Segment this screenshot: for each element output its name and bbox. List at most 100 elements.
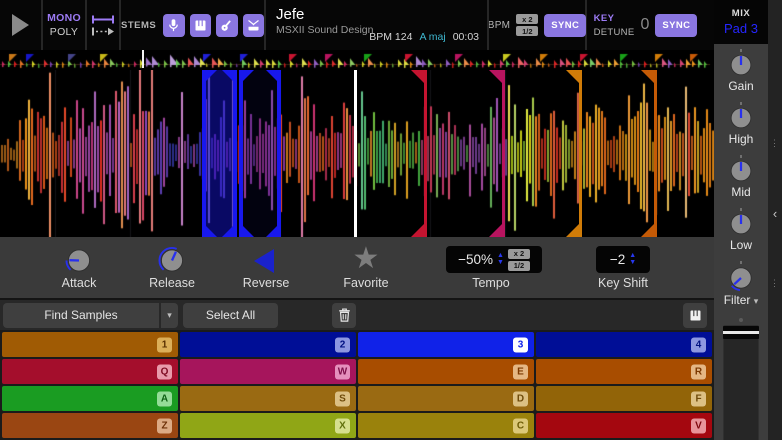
loop-region-filled[interactable] — [202, 70, 237, 237]
loop-range-icon[interactable] — [90, 15, 116, 24]
pad-key-badge: D — [513, 391, 528, 406]
play-icon — [12, 14, 29, 36]
track-key: A maj — [419, 31, 446, 43]
stem-melody-button[interactable] — [189, 13, 212, 37]
pad-w[interactable]: W — [180, 359, 356, 384]
pad-v[interactable]: V — [536, 413, 712, 438]
release-knob[interactable] — [158, 247, 186, 274]
reverse-button[interactable] — [254, 249, 274, 273]
mix-selected-pad: Pad 3 — [724, 21, 758, 36]
find-samples-dropdown[interactable]: ▾ — [161, 302, 178, 328]
pad-r[interactable]: R — [536, 359, 712, 384]
collapse-panel-icon[interactable]: ‹ — [772, 206, 778, 221]
waveform-display[interactable] — [0, 70, 714, 237]
gain-knob[interactable] — [729, 53, 753, 77]
gain-label: Gain — [728, 79, 754, 93]
loop-region-outline[interactable] — [239, 70, 281, 237]
play-button[interactable] — [12, 14, 29, 36]
bpm-half-button[interactable]: 1/2 — [516, 26, 539, 36]
stem-bass-button[interactable] — [216, 13, 238, 37]
piano-icon — [195, 20, 206, 30]
pad-grid: 1 2 3 4 Q W E R A S D F Z X C V — [0, 330, 714, 440]
attack-label: Attack — [61, 276, 97, 290]
low-control: Low — [729, 208, 753, 252]
play-through-icon[interactable] — [90, 27, 116, 36]
pad-c[interactable]: C — [358, 413, 534, 438]
drag-handle-icon[interactable]: ⋮ — [770, 138, 780, 148]
pad-a[interactable]: A — [2, 386, 178, 411]
mix-header: MIX Pad 3 — [714, 0, 768, 44]
high-knob[interactable] — [729, 106, 753, 130]
cue-marker-orange[interactable] — [566, 70, 582, 237]
pad-key-badge: X — [335, 418, 350, 433]
guitar-icon — [221, 19, 231, 31]
favorite-button[interactable]: ★ — [352, 242, 380, 275]
overview-waveform-canvas[interactable] — [0, 50, 714, 70]
waveform-canvas[interactable] — [0, 70, 714, 237]
key-label: KEY — [593, 12, 615, 24]
pad-1[interactable]: 1 — [2, 332, 178, 357]
drums-icon — [247, 19, 259, 30]
key-shift-down-icon[interactable]: ▼ — [629, 259, 637, 266]
stem-vocals-button[interactable] — [163, 13, 185, 37]
mono-option[interactable]: MONO — [47, 12, 81, 24]
stem-drums-button[interactable] — [242, 13, 264, 37]
tempo-x2-button[interactable]: x 2 — [507, 248, 530, 259]
tempo-multiplier-buttons: x 2 1/2 — [507, 248, 530, 271]
pad-4[interactable]: 4 — [536, 332, 712, 357]
pad-key-badge: Q — [157, 364, 172, 379]
low-knob[interactable] — [729, 212, 753, 236]
select-all-button[interactable]: Select All — [183, 302, 278, 328]
pad-z[interactable]: Z — [2, 413, 178, 438]
transport-section — [0, 0, 43, 50]
pad-key-badge: R — [691, 364, 706, 379]
mid-knob[interactable] — [729, 159, 753, 183]
track-overview-strip[interactable] — [0, 50, 714, 70]
pad-d[interactable]: D — [358, 386, 534, 411]
pad-x[interactable]: X — [180, 413, 356, 438]
key-shift-box: −2 ▲ ▼ — [596, 246, 650, 273]
pad-f[interactable]: F — [536, 386, 712, 411]
delete-button[interactable] — [332, 302, 356, 328]
microphone-icon — [169, 18, 179, 31]
filter-knob[interactable] — [727, 265, 754, 291]
key-shift-value[interactable]: −2 — [609, 252, 626, 267]
detune-value: 0 — [640, 16, 650, 33]
pad-3[interactable]: 3 — [358, 332, 534, 357]
piano-view-icon — [690, 310, 700, 320]
pad-s[interactable]: S — [180, 386, 356, 411]
bpm-x2-button[interactable]: x 2 — [516, 14, 539, 24]
key-shift-up-icon[interactable]: ▲ — [629, 252, 637, 259]
pad-q[interactable]: Q — [2, 359, 178, 384]
playhead[interactable] — [354, 70, 357, 237]
bpm-multiplier-buttons: x 2 1/2 — [516, 14, 539, 36]
filter-label[interactable]: Filter ▾ — [723, 293, 759, 307]
filter-dropdown-icon[interactable]: ▾ — [753, 296, 759, 306]
pad-2[interactable]: 2 — [180, 332, 356, 357]
attack-knob[interactable] — [65, 247, 93, 274]
key-sync-button[interactable]: SYNC — [655, 13, 698, 37]
pad-key-badge: E — [513, 364, 528, 379]
right-edge-panel: ⋮ ‹ ⋮ — [768, 0, 782, 440]
voice-mode-toggle[interactable]: MONO POLY — [43, 0, 87, 50]
bpm-section: BPM x 2 1/2 SYNC — [488, 0, 587, 50]
tempo-value[interactable]: −50% — [458, 252, 493, 267]
fader-track[interactable] — [723, 325, 759, 440]
drag-handle-icon[interactable]: ⋮ — [770, 278, 780, 288]
keyboard-view-button[interactable] — [683, 302, 707, 328]
cue-marker-magenta[interactable] — [489, 70, 505, 237]
find-samples-button[interactable]: Find Samples — [3, 302, 159, 328]
cue-marker-red[interactable] — [411, 70, 427, 237]
tempo-down-icon[interactable]: ▼ — [496, 259, 504, 266]
fader-handle[interactable] — [723, 326, 759, 339]
bpm-sync-button[interactable]: SYNC — [544, 13, 587, 37]
poly-option[interactable]: POLY — [49, 26, 79, 38]
pad-e[interactable]: E — [358, 359, 534, 384]
release-label: Release — [149, 276, 195, 290]
pad-key-badge: A — [157, 391, 172, 406]
tempo-up-icon[interactable]: ▲ — [496, 252, 504, 259]
tempo-half-button[interactable]: 1/2 — [507, 260, 530, 271]
cue-marker-dark-orange[interactable] — [641, 70, 657, 237]
tempo-spinner: ▲ ▼ — [496, 252, 504, 266]
